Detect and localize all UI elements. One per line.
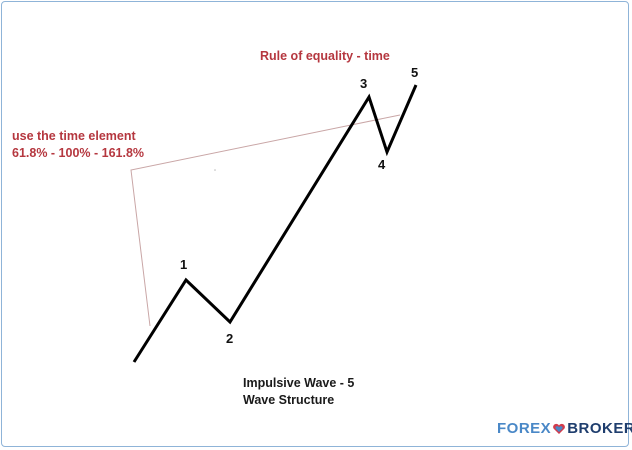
wave-label-4: 4 [378,157,386,172]
wave-label-5: 5 [411,65,419,80]
annotation-fib-ratios: 61.8% - 100% - 161.8% [12,146,145,160]
caption-line-1: Impulsive Wave - 5 [243,376,355,390]
wave-label-2: 2 [226,331,234,346]
logo-heart-icon [553,423,566,434]
impulsive-wave-line [132,84,418,363]
logo-text-brokers: BROKERS [567,420,632,437]
dot-mark [214,169,216,171]
wave-label-1: 1 [180,257,188,272]
forex-brokers-logo: FOREX BROKERS [497,420,632,437]
caption-line-2: Wave Structure [243,393,335,407]
annotation-time-element: use the time element [12,129,136,143]
wave-label-3: 3 [360,76,368,91]
time-guide-line [130,114,401,327]
diagram-title: Rule of equality - time [260,49,390,63]
logo-text-forex: FOREX [497,420,552,437]
